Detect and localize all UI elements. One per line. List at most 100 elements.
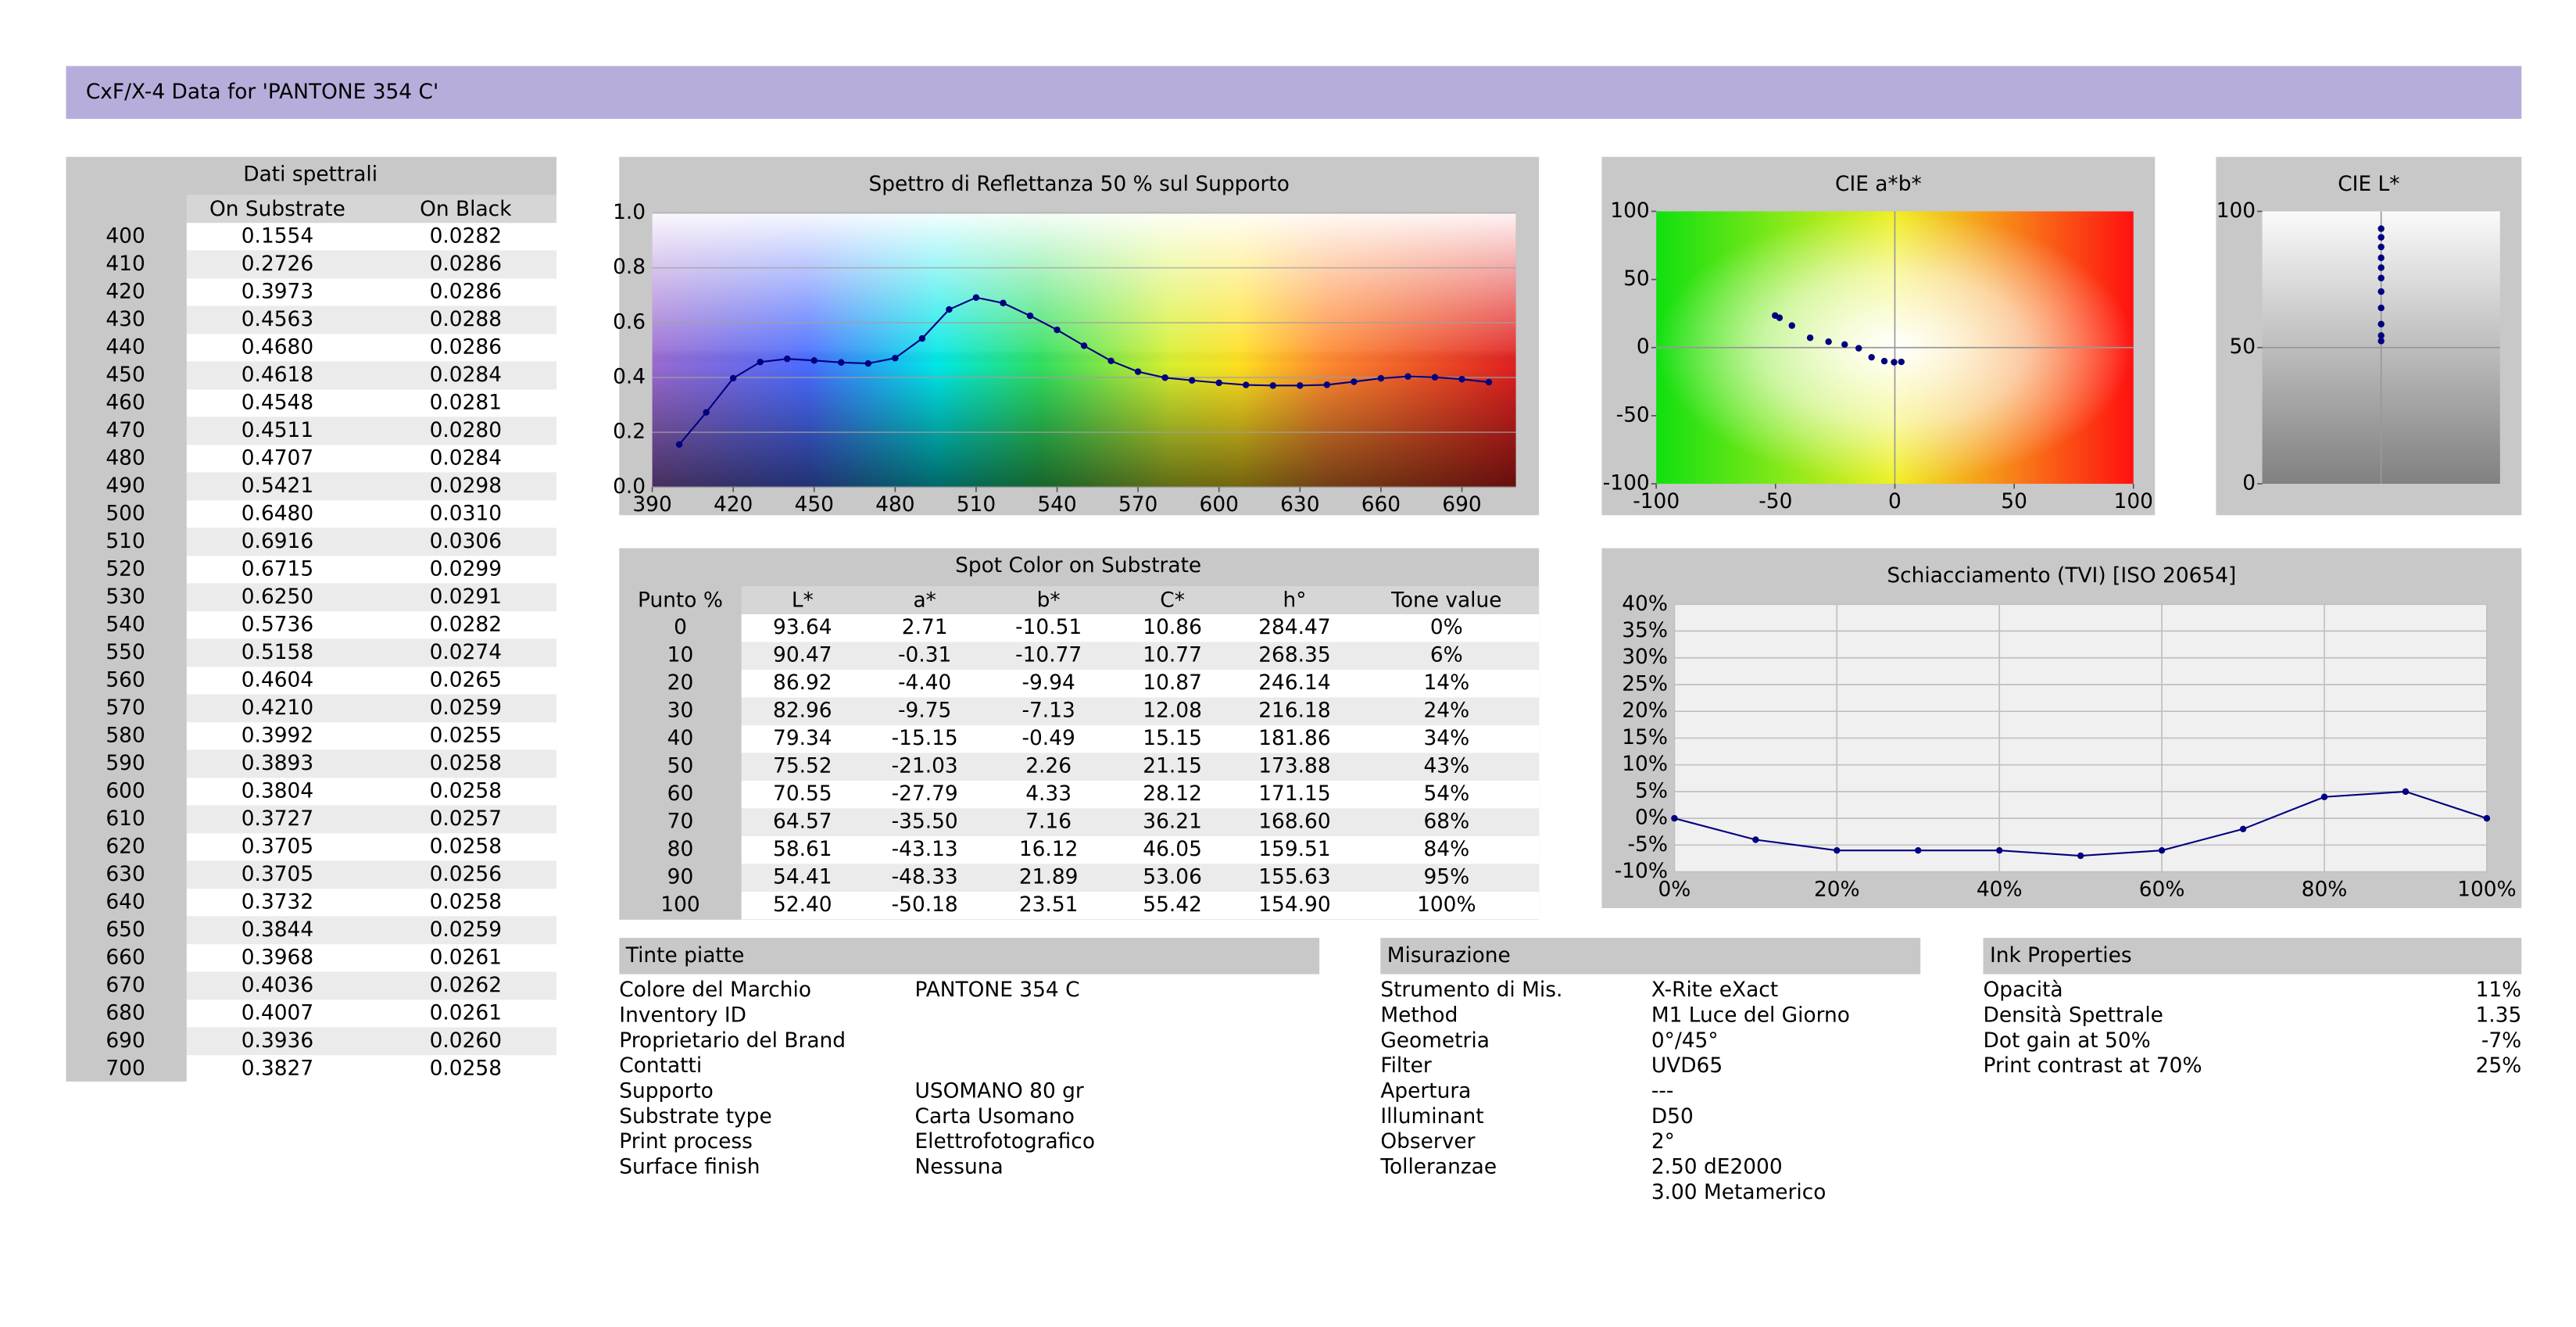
field-value: PANTONE 354 C	[915, 978, 1080, 1002]
y-tick-label: 100	[2216, 199, 2256, 223]
data-point	[1026, 312, 1034, 320]
cell: 610	[106, 807, 145, 831]
x-tick-label: 450	[795, 492, 834, 517]
data-point	[838, 359, 845, 366]
data-point	[1891, 359, 1898, 366]
cell: 0.4680	[242, 334, 313, 359]
data-point	[1880, 357, 1888, 365]
chart-title: Spettro di Reflettanza 50 % sul Supporto	[869, 172, 1290, 196]
data-point	[1269, 382, 1277, 389]
field-value: UVD65	[1651, 1053, 1723, 1078]
cell: -0.31	[898, 643, 951, 667]
data-point	[1458, 376, 1465, 383]
y-tick-label: 15%	[1622, 725, 1668, 749]
x-tick-label: 0	[1888, 489, 1902, 513]
cell: 10.86	[1143, 615, 1202, 639]
x-tick-label: 100%	[2457, 877, 2517, 901]
field-label: Surface finish	[619, 1154, 760, 1179]
cell: 79.34	[773, 726, 832, 750]
field-label: Filter	[1380, 1053, 1432, 1078]
cell: 82.96	[773, 699, 832, 723]
cell: 620	[106, 834, 145, 858]
data-point	[703, 409, 710, 416]
cell: 159.51	[1258, 837, 1330, 861]
cell: 155.63	[1258, 865, 1330, 889]
cell: 410	[106, 252, 145, 276]
x-tick-label: 80%	[2302, 877, 2348, 901]
cell: 440	[106, 334, 145, 359]
cell: 36.21	[1143, 810, 1202, 834]
field-label: Substrate type	[619, 1104, 771, 1128]
section-header	[1380, 938, 1921, 975]
cell: 100	[660, 892, 699, 917]
cell: 0.0260	[430, 1028, 502, 1053]
cell: 2.26	[1025, 754, 1072, 778]
column-header-bg	[741, 586, 1540, 614]
cell: 0.0258	[430, 1056, 502, 1080]
y-tick-label: 0.6	[613, 309, 646, 334]
row-bg	[186, 445, 557, 473]
data-point	[918, 334, 926, 342]
data-point	[675, 441, 683, 449]
cell: 21.15	[1143, 754, 1202, 778]
x-tick-label: -50	[1758, 489, 1792, 513]
cell: 0.6715	[242, 556, 313, 581]
cell: 450	[106, 363, 145, 387]
row-bg	[741, 724, 1540, 753]
field-label: Tolleranzae	[1379, 1154, 1497, 1179]
cell: 168.60	[1258, 810, 1330, 834]
data-point	[1868, 353, 1875, 361]
cell: -50.18	[892, 892, 958, 917]
cell: 0.3992	[242, 723, 313, 747]
cell: 93.64	[773, 615, 832, 639]
cell: 40	[667, 726, 694, 750]
cell: 50	[667, 754, 694, 778]
data-point	[783, 355, 791, 363]
field-value: M1 Luce del Giorno	[1651, 1003, 1850, 1028]
row-bg	[186, 1055, 557, 1083]
field-value: 0°/45°	[1651, 1028, 1719, 1053]
data-point	[810, 357, 818, 364]
data-point	[946, 306, 953, 313]
cell: 34%	[1423, 726, 1469, 750]
y-tick-label: 5%	[1635, 778, 1668, 803]
cell: 4.33	[1025, 782, 1072, 806]
section-header	[619, 938, 1320, 975]
section-header	[1983, 938, 2522, 975]
data-point	[1323, 381, 1331, 388]
cell: 0.0262	[430, 973, 502, 997]
cell: 173.88	[1258, 754, 1330, 778]
column-header: Tone value	[1390, 588, 1501, 613]
cell: 560	[106, 667, 145, 692]
cell: 70.55	[773, 782, 832, 806]
chart-title: Schiacciamento (TVI) [ISO 20654]	[1887, 563, 2236, 588]
row-bg	[186, 306, 557, 334]
cell: 75.52	[773, 754, 832, 778]
cell: 0.6480	[242, 501, 313, 525]
data-point	[1188, 377, 1196, 384]
field-label: Geometria	[1380, 1028, 1490, 1053]
cell: 0.3973	[242, 279, 313, 303]
cell: 0.0284	[430, 445, 502, 470]
y-tick-label: -10%	[1615, 859, 1668, 883]
cell: -27.79	[892, 782, 958, 806]
x-tick-label: 480	[875, 492, 914, 517]
x-tick-label: 570	[1118, 492, 1157, 517]
y-tick-label: 100	[1610, 199, 1649, 223]
cell: 0.4707	[242, 445, 313, 470]
row-bg	[741, 697, 1540, 725]
section-title: Ink Properties	[1990, 943, 2132, 968]
cell: 0.3827	[242, 1056, 313, 1080]
cell: 0.0259	[430, 696, 502, 720]
cell: 154.90	[1258, 892, 1330, 917]
cell: 20	[667, 671, 694, 695]
x-tick-label: 60%	[2139, 877, 2185, 901]
cell: 0.4548	[242, 390, 313, 414]
cell: 2.71	[902, 615, 948, 639]
row-bg	[741, 642, 1540, 670]
cell: 0.0274	[430, 640, 502, 664]
cell: 0.0257	[430, 807, 502, 831]
cell: 0.0261	[430, 1000, 502, 1025]
